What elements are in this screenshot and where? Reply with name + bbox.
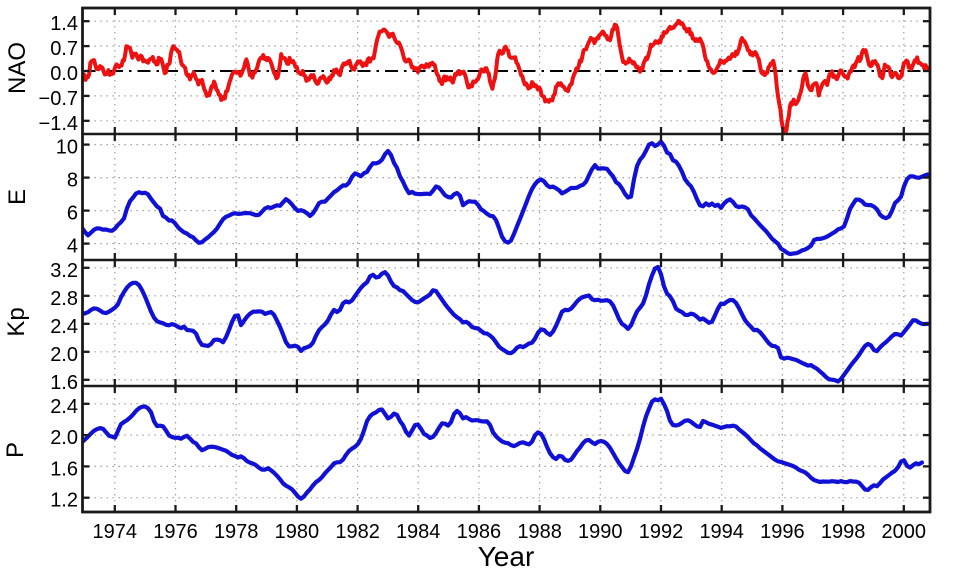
svg-text:2.0: 2.0	[50, 427, 78, 449]
svg-text:10: 10	[56, 137, 78, 159]
svg-text:1.6: 1.6	[50, 458, 78, 480]
svg-text:1998: 1998	[821, 521, 866, 543]
svg-text:8: 8	[67, 170, 78, 192]
svg-text:2.4: 2.4	[50, 316, 78, 338]
svg-text:1978: 1978	[214, 521, 259, 543]
svg-text:1974: 1974	[93, 521, 138, 543]
svg-text:0.7: 0.7	[50, 38, 78, 60]
svg-text:1.6: 1.6	[50, 372, 78, 394]
svg-text:6: 6	[67, 203, 78, 225]
svg-text:1990: 1990	[578, 521, 623, 543]
svg-text:1.2: 1.2	[50, 490, 78, 512]
svg-text:1988: 1988	[517, 521, 562, 543]
svg-text:1996: 1996	[760, 521, 805, 543]
svg-text:4: 4	[67, 236, 78, 258]
svg-text:0.0: 0.0	[50, 63, 78, 85]
svg-text:2.8: 2.8	[50, 288, 78, 310]
svg-text:NAO: NAO	[4, 42, 31, 94]
svg-text:1994: 1994	[699, 521, 744, 543]
svg-text:2.0: 2.0	[50, 344, 78, 366]
svg-text:1.4: 1.4	[50, 13, 78, 35]
svg-text:1984: 1984	[396, 521, 441, 543]
svg-text:1980: 1980	[275, 521, 320, 543]
svg-text:3.2: 3.2	[50, 260, 78, 282]
svg-text:2.4: 2.4	[50, 396, 78, 418]
svg-text:2000: 2000	[882, 521, 927, 543]
svg-text:1982: 1982	[335, 521, 380, 543]
svg-text:Kp: Kp	[3, 307, 30, 336]
svg-text:−1.4: −1.4	[39, 113, 78, 135]
svg-text:1986: 1986	[457, 521, 502, 543]
svg-text:1992: 1992	[639, 521, 684, 543]
svg-text:−0.7: −0.7	[39, 88, 78, 110]
svg-text:Year: Year	[478, 541, 535, 572]
svg-text:1976: 1976	[153, 521, 198, 543]
svg-text:P: P	[2, 442, 29, 458]
svg-text:E: E	[4, 189, 31, 205]
